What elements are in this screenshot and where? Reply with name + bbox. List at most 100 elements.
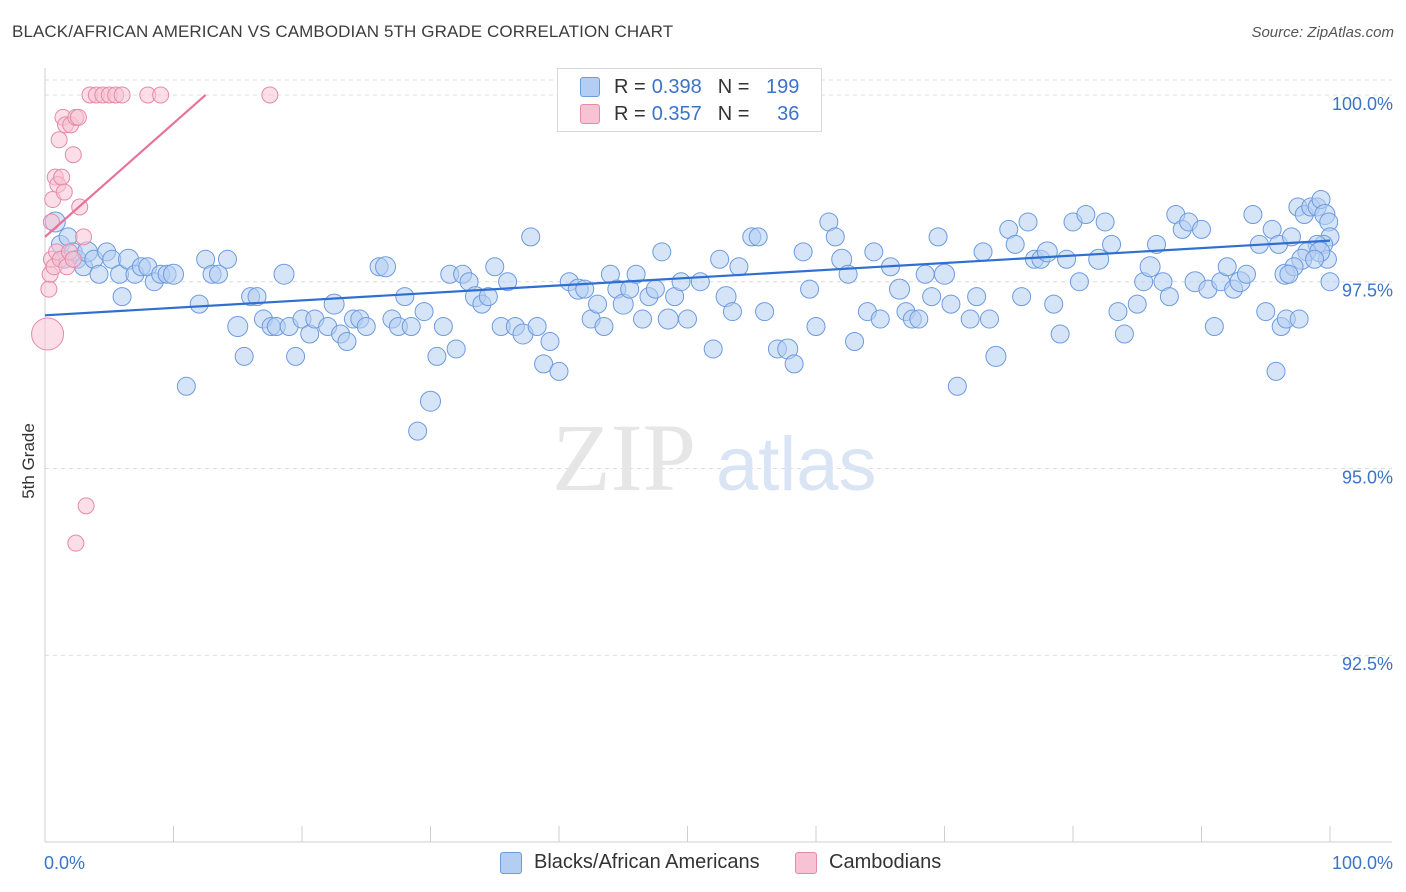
data-point-blacks <box>703 339 723 359</box>
data-point-blacks <box>710 249 730 269</box>
x-tick-label: 100.0% <box>1332 853 1393 873</box>
n-value: 36 <box>777 102 800 125</box>
pink-swatch-icon <box>580 104 600 124</box>
data-point-blacks <box>1050 324 1070 344</box>
data-point-blacks <box>806 317 826 337</box>
n-label: N = <box>717 102 750 125</box>
data-point-blacks <box>1256 302 1276 322</box>
data-point-blacks <box>1192 219 1211 239</box>
data-point-blacks <box>889 278 911 300</box>
data-point-blacks <box>755 302 775 322</box>
data-point-blacks <box>657 308 679 330</box>
data-point-blacks <box>1289 309 1309 329</box>
blue-swatch-icon <box>580 77 600 97</box>
data-point-blacks <box>909 309 929 329</box>
data-point-blacks <box>1069 272 1089 292</box>
r-label: R = <box>614 102 646 125</box>
data-point-blacks <box>1127 294 1147 314</box>
data-point-blacks <box>498 272 518 292</box>
data-point-blacks <box>427 346 447 366</box>
data-point-blacks <box>1044 294 1064 314</box>
stats-row-blacks: R = 0.398 N = 199 <box>580 74 799 100</box>
data-point-blacks <box>1236 264 1256 284</box>
data-point-blacks <box>1095 212 1115 232</box>
data-point-blacks <box>973 242 993 262</box>
watermark-atlas: atlas <box>716 422 877 507</box>
watermark-zip: ZIP <box>552 404 696 511</box>
data-point-blacks <box>273 263 295 285</box>
data-point-blacks <box>1279 264 1299 284</box>
blue-swatch-icon <box>500 851 522 874</box>
data-point-blacks <box>414 302 434 322</box>
data-point-blacks <box>652 242 672 262</box>
data-point-blacks <box>337 331 357 351</box>
data-point-blacks <box>941 294 961 314</box>
data-point-blacks <box>1204 317 1224 337</box>
data-point-blacks <box>800 279 820 299</box>
n-label: N = <box>717 75 750 98</box>
y-axis-label: 5th Grade <box>19 423 38 499</box>
n-value: 199 <box>766 75 800 98</box>
data-point-blacks <box>922 287 942 307</box>
data-point-cambodians <box>50 131 68 149</box>
data-point-blacks <box>1159 287 1179 307</box>
label-layer: 92.5% 95.0% 97.5% 100.0% 0.0% 100.0% 5th Grade <box>19 94 1393 873</box>
data-point-blacks <box>588 294 608 314</box>
data-point-blacks <box>89 264 109 284</box>
data-point-blacks <box>1012 287 1032 307</box>
data-point-cambodians <box>69 108 87 126</box>
series-legend: Blacks/African Americans Cambodians <box>0 851 1406 877</box>
data-point-blacks <box>722 302 742 322</box>
data-point-blacks <box>1305 249 1325 269</box>
data-point-blacks <box>234 346 254 366</box>
y-tick-label: 92.5% <box>1342 654 1393 674</box>
legend-label-blacks: Blacks/African Americans <box>534 851 760 873</box>
data-point-blacks <box>845 331 865 351</box>
data-point-blacks <box>1139 256 1161 278</box>
blue-points-layer <box>44 190 1340 441</box>
watermark: ZIP atlas <box>552 404 877 511</box>
data-point-blacks <box>967 287 987 307</box>
data-point-blacks <box>356 317 376 337</box>
trendline-blacks <box>44 239 1331 317</box>
data-point-blacks <box>960 309 980 329</box>
data-point-blacks <box>112 287 132 307</box>
chart-source: Source: ZipAtlas.com <box>1251 24 1394 41</box>
data-point-cambodians <box>55 183 73 201</box>
data-point-blacks <box>915 264 935 284</box>
data-point-blacks <box>1266 361 1286 381</box>
legend-item-blacks[interactable]: Blacks/African Americans <box>500 851 760 874</box>
data-point-blacks <box>645 279 665 299</box>
data-point-blacks <box>395 287 415 307</box>
data-point-blacks <box>934 263 955 285</box>
data-point-blacks <box>534 354 554 374</box>
data-point-cambodians <box>53 168 71 186</box>
data-point-blacks <box>433 317 453 337</box>
data-point-blacks <box>227 316 249 338</box>
x-tick-label: 0.0% <box>44 853 85 873</box>
data-point-blacks <box>985 345 1007 367</box>
data-point-blacks <box>1018 212 1038 232</box>
data-point-blacks <box>446 339 466 359</box>
data-point-blacks <box>979 309 999 329</box>
data-point-cambodians <box>64 250 82 268</box>
data-point-blacks <box>1102 234 1122 254</box>
data-point-blacks <box>1243 204 1263 224</box>
data-point-cambodians <box>261 86 279 104</box>
y-tick-label: 95.0% <box>1342 467 1393 487</box>
data-point-blacks <box>1217 257 1237 277</box>
legend-item-cambodians[interactable]: Cambodians <box>795 851 941 874</box>
data-point-blacks <box>690 272 710 292</box>
data-point-blacks <box>671 272 691 292</box>
data-point-blacks <box>549 361 569 381</box>
y-tick-label: 97.5% <box>1342 281 1393 301</box>
data-point-blacks <box>286 346 306 366</box>
grid-layer <box>45 79 1392 656</box>
data-point-blacks <box>1281 227 1301 247</box>
data-point-blacks <box>478 287 498 307</box>
data-point-blacks <box>189 294 209 314</box>
data-point-blacks <box>633 309 653 329</box>
data-point-cambodians <box>31 317 65 351</box>
data-point-blacks <box>1088 248 1110 270</box>
data-point-blacks <box>864 242 884 262</box>
